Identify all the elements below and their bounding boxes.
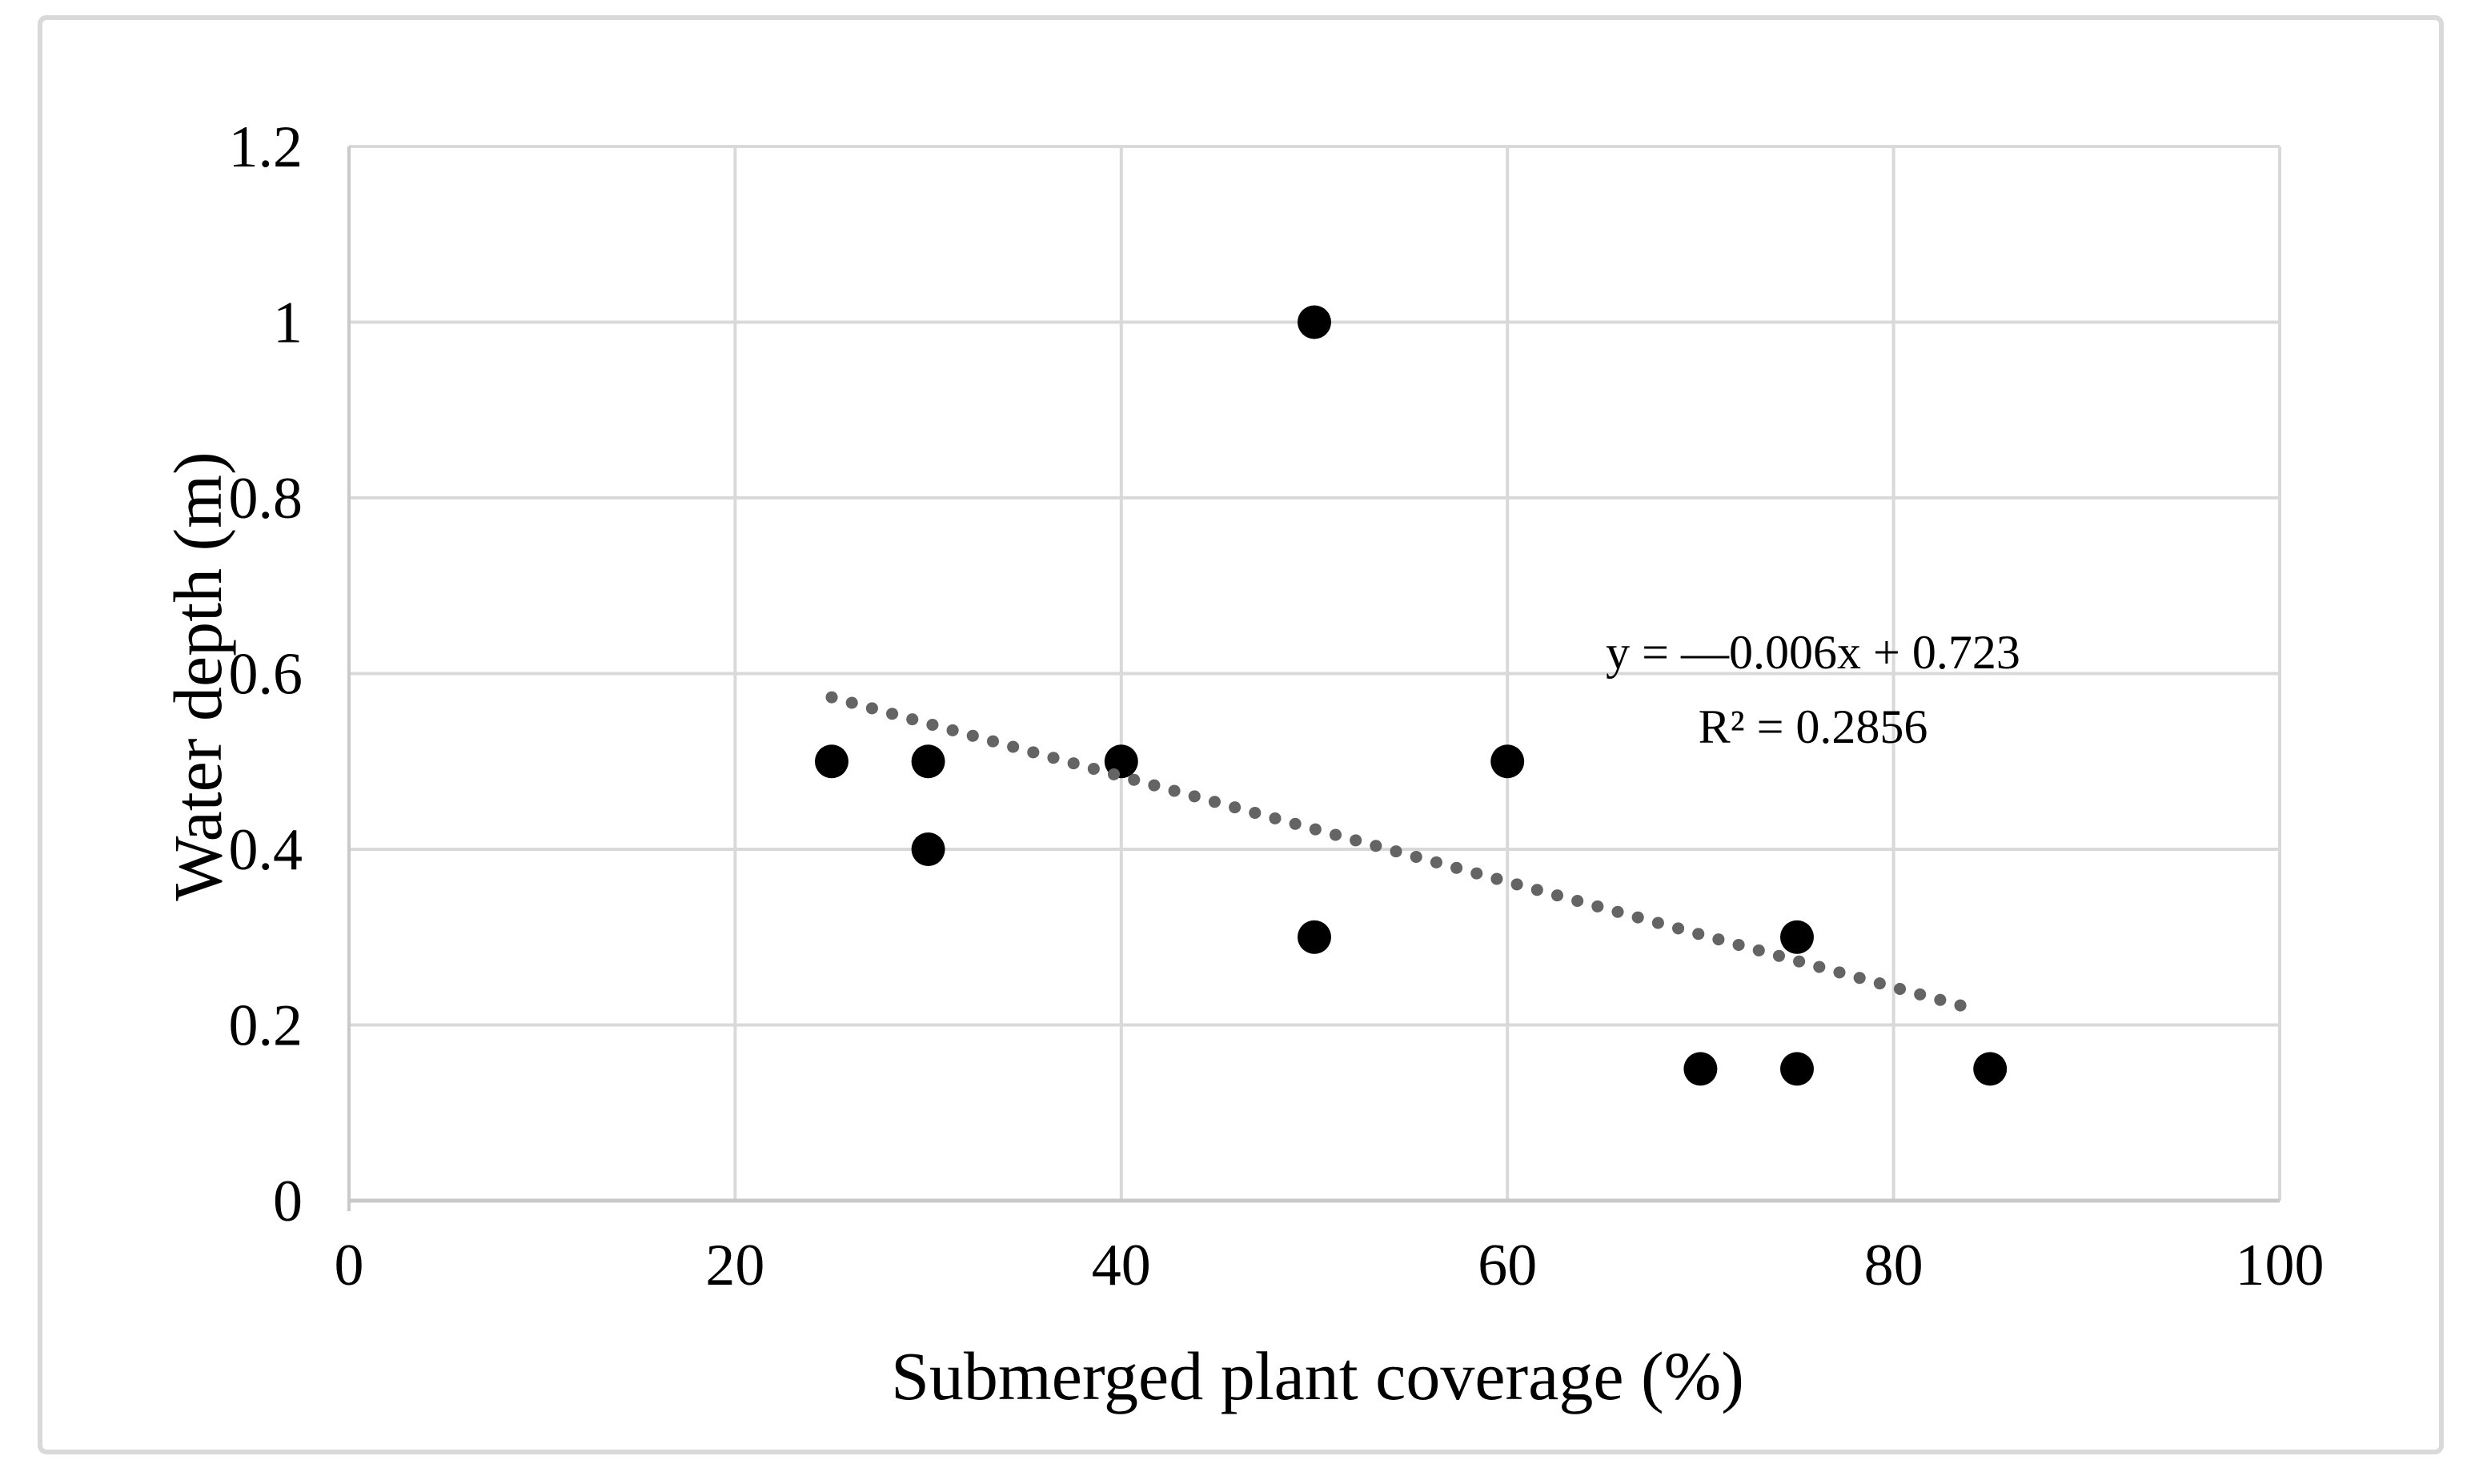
gridlines: [347, 145, 2281, 1202]
x-tick-label: 0: [335, 1233, 364, 1298]
x-tick-label: 60: [1478, 1233, 1537, 1298]
x-tick-label: 20: [705, 1233, 764, 1298]
trendline-r-squared-label: R² = 0.2856: [1699, 700, 1928, 753]
y-tick-label: 0.6: [229, 642, 303, 708]
y-tick-label: 0: [273, 1169, 303, 1234]
data-point: [1683, 1052, 1718, 1086]
scatter-points: [815, 305, 2008, 1086]
x-tick-label: 40: [1092, 1233, 1151, 1298]
x-tick-label: 100: [2236, 1233, 2325, 1298]
axis-lines: [347, 146, 2280, 1211]
data-point: [911, 744, 945, 779]
y-tick-label: 0.2: [229, 993, 303, 1059]
y-axis-tick-labels: 0 0.2 0.4 0.6 0.8 1 1.2: [229, 114, 303, 1234]
y-tick-label: 1: [273, 291, 303, 356]
y-tick-label: 1.2: [229, 114, 303, 180]
x-tick-label: 80: [1864, 1233, 1923, 1298]
x-axis-tick-labels: 0 20 40 60 80 100: [335, 1233, 2325, 1298]
data-point: [1298, 305, 1331, 339]
data-point: [1298, 920, 1331, 954]
trendline-equation-label: y = —0.006x + 0.723: [1606, 626, 2020, 679]
data-point: [1780, 1052, 1814, 1086]
data-point: [815, 744, 848, 779]
y-tick-label: 0.8: [229, 466, 303, 531]
y-tick-label: 0.4: [229, 817, 303, 883]
data-point: [1973, 1052, 2008, 1086]
data-point: [911, 832, 945, 866]
data-point: [1490, 744, 1525, 779]
figure-border: [38, 15, 2444, 1454]
trendline: [825, 691, 1977, 1015]
trendline-dotted: [825, 691, 1977, 1015]
y-axis-title: Water depth (m): [159, 451, 236, 900]
x-axis-title: Submerged plant coverage (%): [891, 1338, 1744, 1414]
data-point: [1780, 920, 1814, 954]
